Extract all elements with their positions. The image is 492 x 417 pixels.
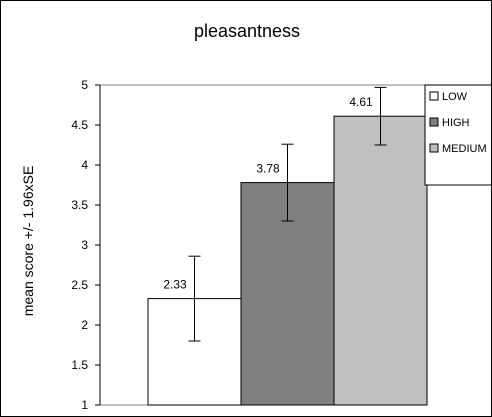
y-tick-label: 1.5 <box>71 358 88 372</box>
y-tick-label: 4 <box>81 158 88 172</box>
legend-label: MEDIUM <box>442 143 487 155</box>
data-label: 3.78 <box>256 162 280 176</box>
y-tick-label: 3.5 <box>71 198 88 212</box>
y-tick-label: 2 <box>81 318 88 332</box>
legend-label: HIGH <box>442 117 470 129</box>
chart-title: pleasantness <box>193 21 301 41</box>
y-tick-label: 5 <box>81 78 88 92</box>
legend-box <box>424 84 491 186</box>
y-tick-label: 2.5 <box>71 278 88 292</box>
y-tick-label: 3 <box>81 238 88 252</box>
legend-swatch-low <box>429 91 439 101</box>
data-label: 2.33 <box>163 278 187 292</box>
bar-medium <box>333 115 428 406</box>
legend-swatch-high <box>429 117 439 127</box>
y-tick-label: 1 <box>81 398 88 412</box>
legend-label: LOW <box>442 91 468 103</box>
y-tick-label: 4.5 <box>71 118 88 132</box>
data-label: 4.61 <box>349 95 373 109</box>
legend-swatch-medium <box>429 143 439 153</box>
